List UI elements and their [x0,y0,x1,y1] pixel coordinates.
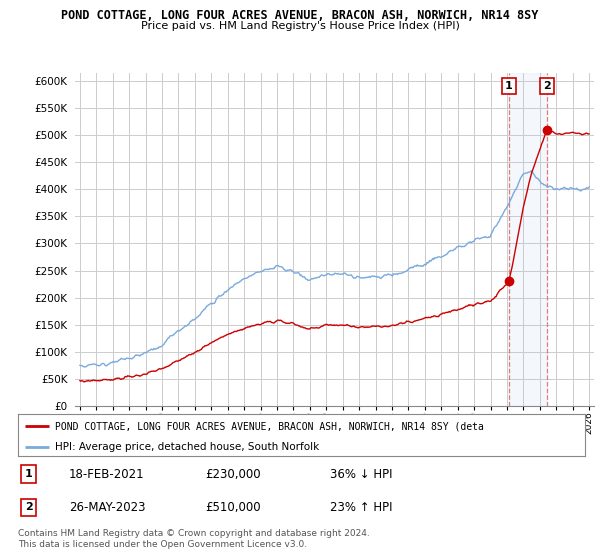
Text: 18-FEB-2021: 18-FEB-2021 [69,468,145,480]
Text: HPI: Average price, detached house, South Norfolk: HPI: Average price, detached house, Sout… [55,442,319,452]
Text: 1: 1 [25,469,32,479]
Text: £510,000: £510,000 [205,501,261,514]
Text: 2: 2 [25,502,32,512]
Text: 2: 2 [542,81,550,91]
Text: POND COTTAGE, LONG FOUR ACRES AVENUE, BRACON ASH, NORWICH, NR14 8SY (deta: POND COTTAGE, LONG FOUR ACRES AVENUE, BR… [55,421,484,431]
Text: 36% ↓ HPI: 36% ↓ HPI [330,468,392,480]
Text: 26-MAY-2023: 26-MAY-2023 [69,501,146,514]
Text: Price paid vs. HM Land Registry's House Price Index (HPI): Price paid vs. HM Land Registry's House … [140,21,460,31]
Text: 23% ↑ HPI: 23% ↑ HPI [330,501,392,514]
Text: Contains HM Land Registry data © Crown copyright and database right 2024.
This d: Contains HM Land Registry data © Crown c… [18,529,370,549]
Text: POND COTTAGE, LONG FOUR ACRES AVENUE, BRACON ASH, NORWICH, NR14 8SY: POND COTTAGE, LONG FOUR ACRES AVENUE, BR… [61,9,539,22]
Text: £230,000: £230,000 [205,468,261,480]
Bar [509,73,547,406]
Text: 1: 1 [505,81,513,91]
